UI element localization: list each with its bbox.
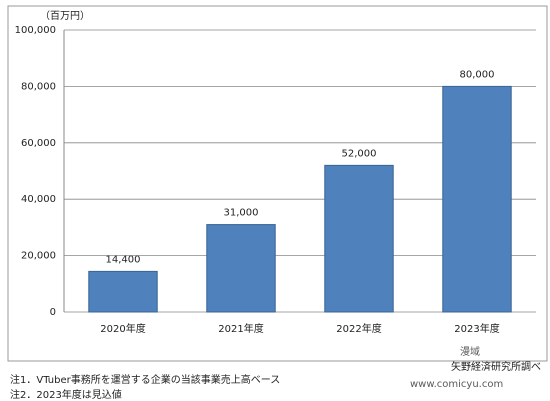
y-tick-label: 60,000	[21, 138, 56, 149]
source: 矢野経済研究所調べ	[451, 360, 541, 373]
value-label: 80,000	[460, 69, 495, 80]
bar	[324, 164, 394, 313]
note: 注1．VTuber事務所を運営する企業の当該事業売上高ベース	[10, 373, 280, 386]
value-label: 14,400	[106, 254, 141, 265]
x-tick-label: 2022年度	[336, 322, 381, 335]
y-tick-label: 40,000	[21, 194, 56, 205]
x-tick-label: 2021年度	[218, 322, 263, 335]
bar	[442, 85, 512, 313]
bar	[88, 270, 158, 313]
bar	[206, 224, 276, 313]
y-tick-label: 20,000	[21, 251, 56, 262]
value-label: 52,000	[342, 148, 377, 159]
y-tick-label: 80,000	[21, 81, 56, 92]
y-tick-label: 0	[50, 307, 56, 318]
x-tick-label: 2020年度	[100, 322, 145, 335]
x-tick-label: 2023年度	[454, 322, 499, 335]
watermark: 漫域	[460, 345, 480, 358]
chart-frame	[7, 5, 548, 362]
y-tick-label: 100,000	[15, 25, 56, 36]
value-label: 31,000	[224, 208, 259, 219]
unit-label: （百万円）	[40, 10, 90, 22]
watermark-url: www.comicyu.com	[410, 379, 503, 390]
note: 注2．2023年度は見込値	[10, 388, 122, 401]
